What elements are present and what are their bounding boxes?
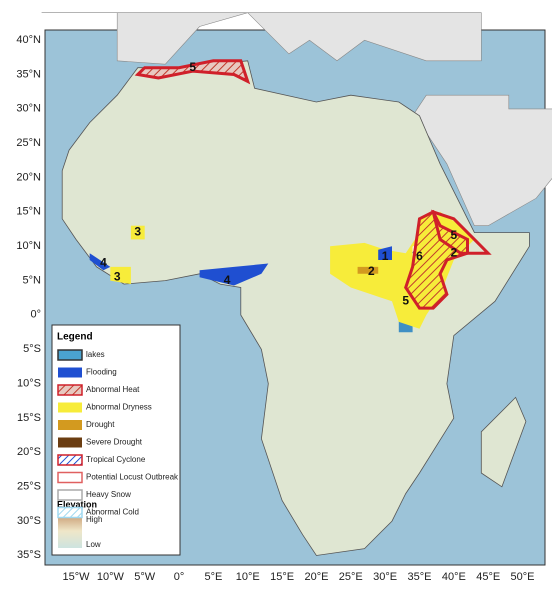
region-label: 4: [224, 273, 231, 287]
lat-label: 15°S: [17, 412, 41, 424]
region-label: 5: [450, 228, 457, 242]
lat-label: 30°N: [16, 103, 41, 115]
legend-item: Potential Locust Outbreak: [86, 473, 179, 482]
elevation-swatch: [58, 514, 82, 548]
legend-swatch: [57, 506, 83, 519]
legend-item: Flooding: [86, 368, 117, 377]
region-label: 4: [100, 256, 107, 270]
lon-label: 40°E: [442, 571, 466, 583]
region-label: 5: [189, 60, 196, 74]
lat-label: 10°N: [16, 240, 41, 252]
lat-label: 35°S: [17, 549, 41, 561]
lon-label: 25°E: [339, 571, 363, 583]
heat-ethiopia: [404, 209, 469, 310]
lat-label: 25°N: [16, 137, 41, 149]
lat-label: 10°S: [17, 377, 41, 389]
legend-swatch: [58, 437, 82, 448]
europe: [41, 12, 482, 65]
region-label: 3: [134, 225, 141, 239]
heat-north: [134, 59, 251, 85]
legend-item: Abnormal Cold: [86, 508, 139, 517]
region-label: 3: [114, 269, 121, 283]
land: [41, 12, 552, 556]
lon-label: 0°: [174, 571, 185, 583]
flood-1: [378, 246, 392, 260]
lat-label: 25°S: [17, 480, 41, 492]
dryness-coast: [110, 266, 131, 285]
lat-label: 0°: [30, 309, 41, 321]
madagascar: [480, 396, 527, 488]
legend-swatch: [57, 349, 83, 361]
lon-label: 35°E: [408, 571, 432, 583]
elevation-low: Low: [86, 540, 101, 549]
legend-swatch: [58, 420, 82, 430]
drought: [357, 266, 379, 274]
lat-label: 5°N: [23, 274, 42, 286]
lon-label: 15°E: [270, 571, 294, 583]
region-label: 2: [368, 264, 375, 278]
elevation-high: High: [86, 515, 102, 524]
arabia: [412, 94, 552, 226]
lon-label: 20°E: [304, 571, 328, 583]
legend-swatch: [58, 367, 82, 378]
legend-item: Heavy Snow: [86, 490, 131, 499]
lon-label: 30°E: [373, 571, 397, 583]
legend-title: Legend: [57, 332, 93, 343]
locust: [431, 209, 492, 255]
legend-item: Abnormal Dryness: [86, 403, 152, 412]
legend-item: Tropical Cyclone: [86, 455, 146, 464]
lat-label: 30°S: [17, 515, 41, 527]
legend-swatch: [57, 384, 83, 396]
axes: 40°N35°N30°N25°N20°N15°N10°N5°N0°5°S10°S…: [16, 34, 534, 583]
legend-swatch: [57, 471, 83, 484]
lon-label: 10°W: [97, 571, 125, 583]
lon-label: 5°W: [134, 571, 156, 583]
legend-item: Severe Drought: [86, 438, 143, 447]
lat-label: 5°S: [23, 343, 41, 355]
region-label: 6: [416, 249, 423, 263]
lon-label: 45°E: [476, 571, 500, 583]
lon-label: 15°W: [62, 571, 90, 583]
legend-item: lakes: [86, 350, 105, 359]
legend-swatch: [58, 402, 82, 413]
flood-nigeria: [199, 263, 269, 286]
flood-coast: [89, 253, 111, 271]
region-label: 1: [382, 249, 389, 263]
region-label: 5: [402, 293, 409, 307]
lon-label: 50°E: [511, 571, 535, 583]
dryness-west: [130, 225, 145, 240]
lat-label: 20°S: [17, 446, 41, 458]
legend-swatch: [57, 454, 83, 466]
elevation-title: Elevation: [57, 499, 97, 509]
legend-item: Drought: [86, 420, 115, 429]
legend-item: Abnormal Heat: [86, 385, 140, 394]
lat-label: 15°N: [16, 206, 41, 218]
lat-label: 40°N: [16, 34, 41, 46]
lon-label: 5°E: [204, 571, 222, 583]
legend-swatch: [57, 489, 83, 501]
lon-label: 10°E: [236, 571, 260, 583]
hazards: [89, 59, 492, 329]
legend: Legend Elevation High Low lakes Flooding A…: [51, 324, 181, 556]
region-label: 2: [450, 245, 457, 259]
lat-label: 20°N: [16, 171, 41, 183]
lat-label: 35°N: [16, 68, 41, 80]
